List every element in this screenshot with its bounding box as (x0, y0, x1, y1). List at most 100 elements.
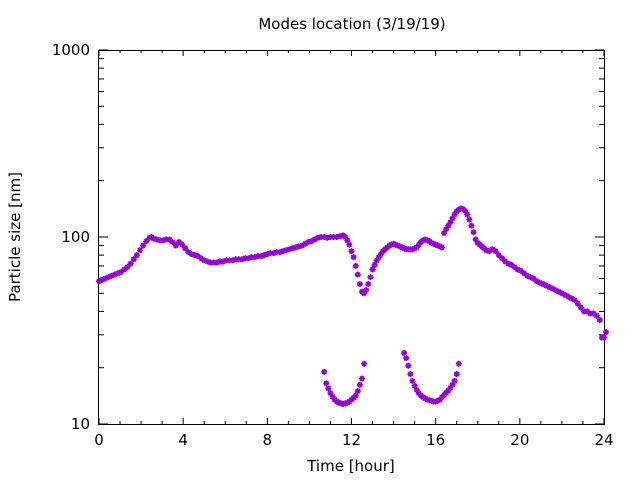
data-point (413, 244, 420, 251)
data-point (527, 274, 534, 281)
data-point (411, 245, 418, 252)
data-point (114, 270, 121, 277)
data-point (160, 237, 167, 244)
data-point (546, 284, 553, 291)
y-minor-ticks (99, 58, 604, 369)
data-point (163, 236, 170, 243)
data-point (472, 236, 479, 243)
data-point (505, 260, 512, 267)
data-point (574, 300, 581, 307)
data-point (354, 388, 361, 395)
data-point (590, 310, 597, 317)
data-point (568, 295, 575, 302)
data-point (581, 308, 588, 315)
data-point (396, 243, 403, 250)
data-point (596, 316, 603, 323)
x-tick-label: 4 (178, 431, 188, 449)
data-point (333, 234, 340, 240)
data-point (470, 229, 477, 236)
data-point (411, 382, 418, 389)
data-point (96, 278, 102, 285)
data-point (443, 226, 450, 233)
data-point (514, 266, 521, 273)
data-point (311, 236, 318, 243)
data-point (157, 237, 164, 244)
data-point (361, 360, 368, 367)
data-point (365, 281, 372, 288)
data-point (432, 241, 439, 248)
data-point (172, 242, 179, 249)
data-point (102, 275, 109, 282)
data-point (137, 247, 144, 254)
data-point (498, 255, 505, 262)
data-point (329, 393, 336, 400)
data-point (248, 254, 255, 261)
data-point (133, 252, 140, 259)
data-point (441, 230, 448, 237)
data-point (415, 390, 422, 397)
data-point (401, 245, 408, 252)
data-point (434, 242, 441, 249)
data-point (449, 215, 456, 222)
data-point (276, 249, 283, 256)
data-point (468, 222, 475, 229)
data-point (169, 239, 176, 246)
data-point (489, 246, 496, 253)
data-point (342, 234, 349, 240)
plot-frame (98, 50, 605, 425)
data-point (207, 259, 214, 266)
data-point (449, 381, 456, 388)
data-point (495, 252, 502, 259)
data-point (344, 237, 351, 244)
data-point (194, 253, 201, 260)
data-point (308, 238, 315, 245)
data-point (483, 247, 490, 254)
data-point (191, 252, 198, 259)
data-point (436, 243, 443, 250)
y-tick-label: 1000 (52, 41, 90, 59)
data-point (601, 334, 607, 341)
data-point (201, 257, 208, 264)
data-point (185, 249, 192, 256)
data-point (232, 256, 239, 263)
data-point (153, 236, 160, 243)
data-point (182, 245, 189, 252)
data-point (327, 234, 334, 240)
data-point (111, 271, 118, 278)
data-point (321, 368, 328, 375)
data-point (558, 290, 565, 297)
data-point (229, 257, 236, 264)
data-point (399, 244, 405, 251)
data-point (409, 377, 416, 384)
data-point (451, 211, 458, 218)
data-point (251, 254, 258, 261)
data-point (539, 281, 546, 288)
y-axis-title: Particle size [nm] (6, 172, 24, 302)
data-point (464, 211, 471, 218)
data-point (267, 250, 274, 257)
data-point (466, 216, 473, 223)
y-tick-label: 10 (71, 415, 90, 433)
data-point (140, 242, 147, 249)
data-point (348, 248, 355, 255)
data-point (552, 287, 559, 294)
y-axis-ticks: 10 100 1000 (52, 41, 604, 433)
data-point (422, 236, 429, 243)
data-point (428, 239, 435, 246)
data-point (438, 394, 445, 401)
data-point (369, 266, 376, 273)
data-point (584, 308, 591, 315)
data-point (549, 285, 556, 292)
data-point (143, 238, 150, 245)
data-point (305, 239, 312, 246)
data-point (352, 262, 359, 269)
data-point (524, 272, 531, 279)
data-point (127, 260, 134, 267)
data-point (258, 253, 265, 260)
data-point (124, 264, 131, 271)
data-point (603, 329, 610, 336)
data-point (492, 248, 499, 255)
data-point (587, 310, 594, 317)
data-point (223, 257, 230, 264)
data-point (555, 288, 562, 295)
